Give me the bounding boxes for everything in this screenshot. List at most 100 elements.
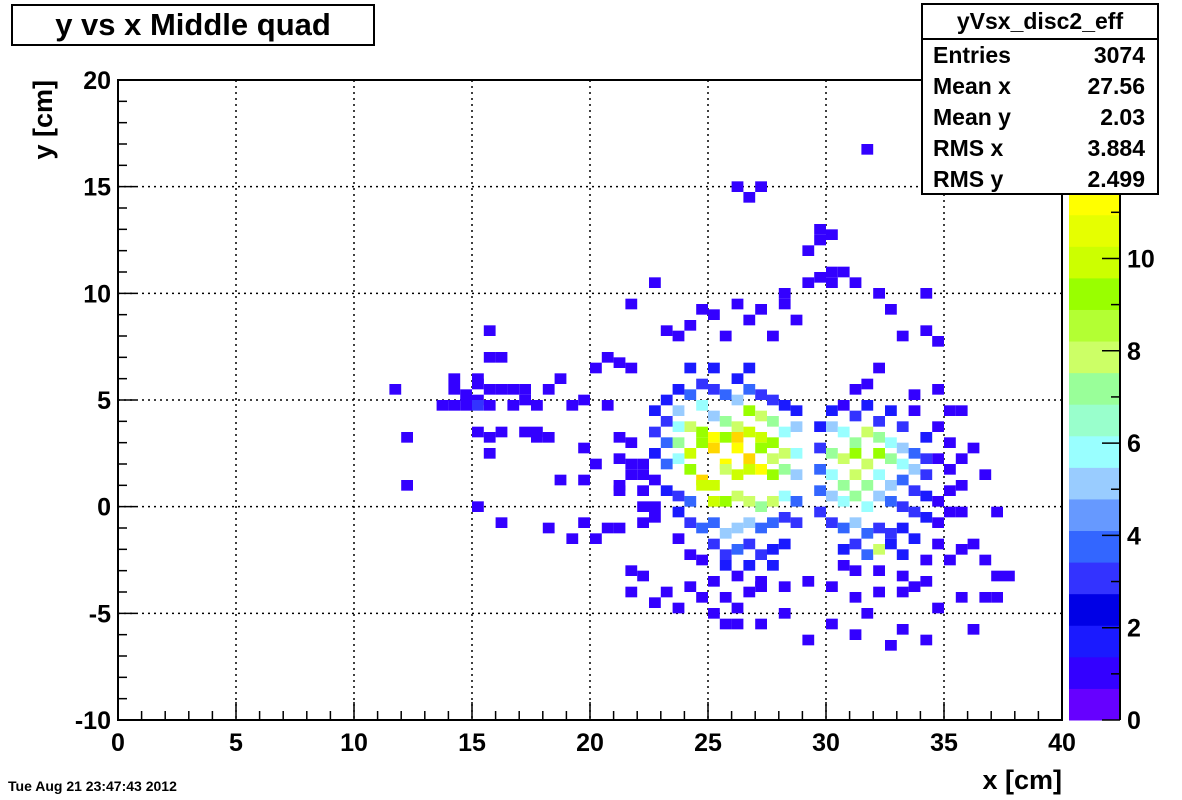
bin-cell — [531, 400, 543, 411]
bin-cell — [708, 442, 720, 454]
x-tick-label: 35 — [930, 729, 958, 757]
bin-cell — [944, 437, 956, 448]
z-tick-label: 2 — [1127, 615, 1141, 643]
z-tick-label: 10 — [1127, 245, 1155, 273]
bin-cell — [837, 480, 850, 491]
bin-cell — [507, 384, 520, 395]
bin-cell — [743, 517, 756, 528]
bin-cell — [578, 517, 590, 528]
bin-cell — [790, 314, 803, 326]
palette-cell — [1069, 246, 1120, 279]
bin-cell — [908, 389, 921, 400]
bin-cell — [885, 496, 897, 507]
bin-cell — [625, 362, 638, 374]
bin-cell — [826, 266, 838, 278]
bin-cell — [684, 362, 697, 374]
bin-cell — [944, 554, 956, 566]
bins-layer — [389, 144, 1015, 651]
palette-cell — [1069, 309, 1120, 342]
stats-histogram-name: yVsx_disc2_eff — [923, 5, 1157, 40]
bin-cell — [896, 474, 909, 486]
z-tick-label: 0 — [1127, 707, 1141, 735]
bin-cell — [708, 517, 720, 528]
bin-cell — [672, 533, 685, 544]
bin-cell — [932, 421, 944, 432]
x-tick-label: 20 — [576, 729, 604, 757]
bin-cell — [778, 400, 791, 411]
bin-cell — [448, 400, 461, 411]
bin-cell — [755, 304, 767, 315]
bin-cell — [743, 560, 756, 571]
bin-cell — [896, 586, 909, 598]
bin-cell — [885, 405, 897, 416]
bin-cell — [672, 405, 685, 416]
bin-cell — [837, 266, 850, 278]
bin-cell — [684, 389, 697, 400]
bin-cell — [873, 522, 885, 534]
bin-cell — [649, 512, 661, 523]
bin-cell — [601, 352, 614, 363]
bin-cell — [613, 453, 626, 464]
bin-cell — [755, 581, 767, 592]
bin-cell — [708, 432, 720, 443]
palette-cell — [1069, 467, 1120, 500]
bin-cell — [755, 442, 767, 454]
bin-cell — [885, 480, 897, 491]
bin-cell — [590, 362, 602, 374]
bin-cell — [519, 394, 531, 406]
x-tick-label: 30 — [812, 729, 840, 757]
bin-cell — [625, 458, 638, 470]
bin-cell — [767, 469, 779, 480]
bin-cell — [861, 528, 874, 539]
bin-cell — [920, 432, 933, 443]
bin-cell — [719, 432, 732, 443]
bin-cell — [955, 544, 968, 555]
bin-cell — [861, 549, 874, 560]
bin-cell — [979, 469, 992, 480]
bin-cell — [684, 320, 697, 331]
bin-cell — [649, 426, 661, 438]
bin-cell — [448, 384, 461, 395]
bin-cell — [660, 394, 673, 406]
palette-cell — [1069, 593, 1120, 626]
bin-cell — [731, 469, 744, 480]
bin-cell — [837, 544, 850, 555]
bin-cell — [472, 501, 484, 512]
z-tick-labels: 024681012 — [1127, 153, 1155, 735]
palette-cell — [1069, 214, 1120, 247]
bin-cell — [873, 288, 885, 299]
bin-cell — [873, 586, 885, 598]
bin-cell — [767, 560, 779, 571]
bin-cell — [861, 426, 874, 438]
bin-cell — [731, 298, 744, 310]
bin-cell — [896, 570, 909, 582]
bin-cell — [755, 181, 767, 192]
y-axis-title: y [cm] — [28, 80, 58, 160]
bin-cell — [637, 458, 649, 470]
stats-label: RMS y — [933, 166, 1004, 192]
bin-cell — [684, 421, 697, 432]
bin-cell — [802, 576, 815, 587]
bin-cell — [731, 394, 744, 406]
bin-cell — [861, 480, 874, 491]
bin-cell — [920, 554, 933, 566]
bin-cell — [696, 400, 708, 411]
bin-cell — [955, 480, 968, 491]
bin-cell — [483, 325, 496, 336]
bin-cell — [861, 144, 874, 155]
bin-cell — [932, 496, 944, 507]
bin-cell — [719, 496, 732, 507]
x-tick-label: 25 — [694, 729, 722, 757]
bin-cell — [767, 544, 779, 555]
bin-cell — [826, 405, 838, 416]
bin-cell — [637, 517, 649, 528]
bin-cell — [849, 469, 862, 480]
bin-cell — [708, 576, 720, 587]
bin-cell — [660, 586, 673, 598]
bin-cell — [731, 432, 744, 443]
stats-row-rms-y: RMS y 2.499 — [923, 164, 1157, 195]
bin-cell — [495, 517, 508, 528]
bin-cell — [743, 405, 756, 416]
bin-cell — [767, 330, 779, 342]
bin-cell — [472, 378, 484, 390]
